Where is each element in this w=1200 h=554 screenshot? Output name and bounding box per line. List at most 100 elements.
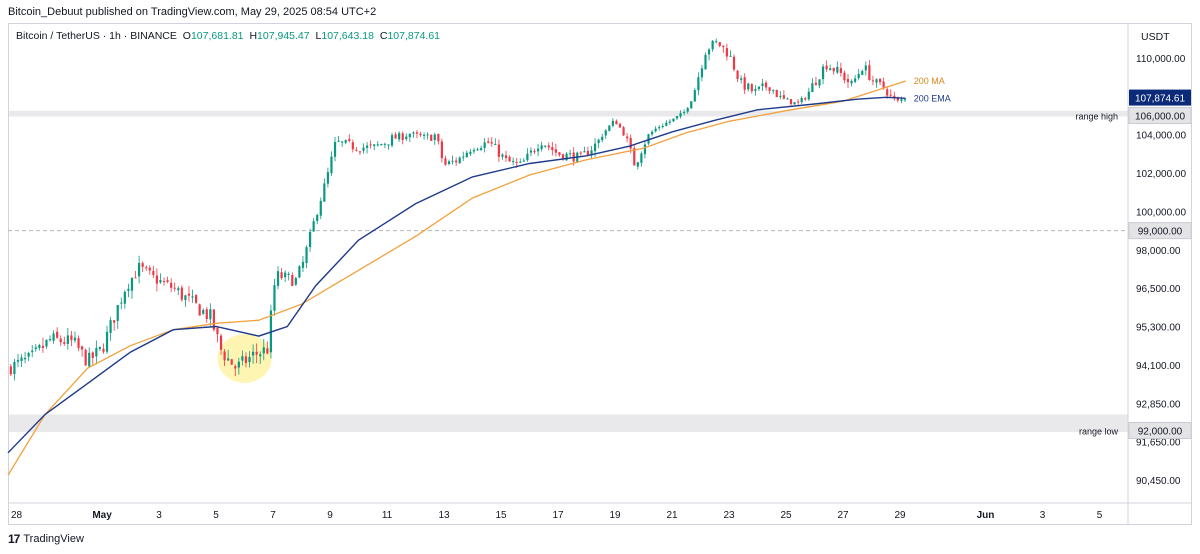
candle-115: [419, 131, 422, 138]
candle-240: [864, 61, 867, 76]
candle-111: [405, 133, 408, 141]
candle-body-19: [77, 338, 80, 348]
candle-208: [750, 83, 753, 94]
candle-145: [526, 148, 529, 162]
candle-55: [205, 307, 208, 323]
candle-28: [109, 316, 112, 341]
candle-141: [512, 157, 515, 166]
level-price-tag: 99,000.00: [1128, 222, 1192, 240]
time-tick-16: Jun: [977, 510, 995, 521]
candle-148: [536, 144, 540, 157]
candle-157: [569, 149, 572, 159]
zone-price-tag-0-box: [1128, 107, 1192, 125]
candle-body-226: [814, 82, 818, 85]
candle-body-165: [597, 139, 600, 144]
candle-body-48: [180, 287, 183, 300]
candle-body-132: [479, 148, 483, 150]
candle-78: [287, 271, 290, 281]
candle-224: [807, 87, 810, 101]
time-axis[interactable]: 28 May 3 5 7 9 11 13 15 17 19 21 23 25 27 29 Jun 3 5: [11, 510, 1103, 521]
candle-body-7: [34, 347, 37, 350]
candle-230: [829, 64, 832, 71]
current-price-tag: 107,874.61: [1129, 89, 1191, 106]
candle-body-115: [419, 133, 422, 136]
candle-139: [504, 150, 508, 162]
symbol-title[interactable]: Bitcoin / TetherUS · 1h · BINANCE: [16, 30, 177, 42]
candle-body-240: [864, 65, 867, 71]
candle-132: [479, 145, 483, 152]
candle-196: [707, 48, 711, 61]
candle-body-109: [398, 133, 401, 140]
candle-body-222: [800, 97, 803, 103]
candle-body-118: [430, 134, 433, 141]
zone-price-tag-1: 92,000.00: [1128, 421, 1192, 439]
time-tick-2: 3: [156, 510, 162, 521]
candle-body-10: [45, 339, 48, 347]
candle-41: [155, 268, 159, 292]
candle-body-68: [251, 351, 255, 356]
candle-body-203: [732, 56, 736, 70]
candle-30: [116, 304, 119, 329]
candle-body-163: [590, 150, 593, 156]
candle-74: [273, 278, 276, 316]
candle-body-117: [426, 134, 429, 136]
candle-131: [476, 147, 479, 151]
candle-body-13: [56, 331, 59, 338]
candle-body-156: [565, 153, 568, 161]
price-tick-9: 92,850.00: [1136, 399, 1181, 410]
time-tick-4: 7: [270, 510, 276, 521]
candle-35: [134, 270, 137, 279]
candle-body-145: [526, 153, 529, 161]
candle-113: [412, 131, 415, 138]
candle-17: [70, 330, 73, 347]
candle-133: [483, 138, 486, 153]
candle-241: [868, 59, 871, 81]
currency-label[interactable]: USDT: [1141, 31, 1170, 43]
candle-167: [604, 129, 607, 139]
candle-215: [775, 89, 778, 98]
candle-body-232: [836, 66, 839, 73]
candle-33: [127, 283, 130, 298]
time-tick-17: 3: [1040, 510, 1046, 521]
candle-34: [130, 277, 134, 299]
candle-135: [490, 137, 493, 147]
candle-140: [508, 155, 511, 162]
candle-81: [298, 265, 301, 279]
brand-name[interactable]: TradingView: [23, 533, 84, 545]
candle-126: [458, 156, 461, 164]
candle-body-77: [284, 272, 287, 278]
tradingview-logo-icon[interactable]: 17: [8, 532, 20, 546]
candle-body-20: [80, 346, 84, 350]
zone-price-tag-0-text: 106,000.00: [1135, 112, 1185, 123]
candle-80: [294, 276, 297, 287]
time-tick-6: 11: [382, 510, 393, 521]
candle-120: [437, 133, 440, 145]
candle-body-172: [622, 127, 625, 136]
candle-body-241: [868, 65, 871, 81]
candle-body-247: [889, 94, 892, 96]
candle-body-67: [248, 356, 251, 363]
candle-134: [487, 137, 490, 144]
candle-body-100: [365, 145, 369, 148]
candle-body-230: [829, 68, 832, 71]
candle-61: [227, 349, 230, 362]
candle-body-124: [451, 160, 454, 162]
candle-119: [433, 132, 436, 145]
candle-body-35: [134, 277, 137, 279]
candle-170: [615, 119, 618, 125]
candle-99: [362, 143, 365, 154]
close-value: 107,874.61: [387, 30, 441, 42]
candle-234: [843, 70, 846, 84]
candle-162: [586, 146, 590, 156]
candle-10: [45, 339, 48, 349]
candle-12: [52, 330, 55, 344]
price-tick-11: 90,450.00: [1136, 476, 1181, 487]
candle-body-161: [583, 151, 586, 153]
candle-body-43: [162, 281, 166, 283]
candle-body-80: [294, 278, 297, 285]
candle-95: [348, 134, 351, 143]
zone-price-tag-1-text: 92,000.00: [1138, 426, 1183, 437]
candle-66: [244, 352, 248, 368]
candles: [9, 38, 907, 381]
